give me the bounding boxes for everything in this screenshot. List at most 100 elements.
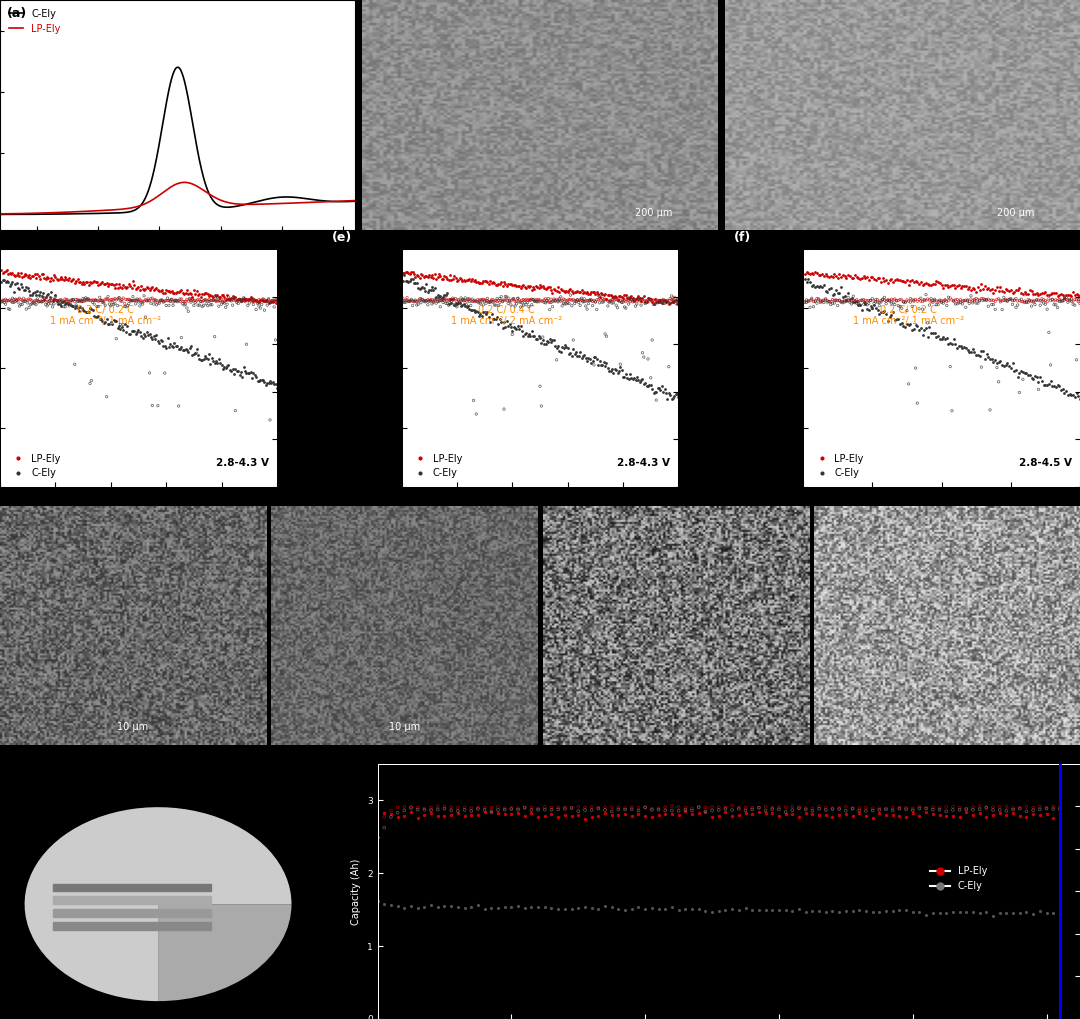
Point [99,291,117,308]
Point [77,289,94,306]
Point [860,302,877,318]
Point [139,327,157,343]
Point [968,283,985,300]
Point [584,284,602,301]
Point [580,286,597,303]
Point [50,296,67,312]
Point [472,275,489,291]
Text: 200 μm: 200 μm [997,208,1035,218]
Point [600,287,618,304]
Point [957,292,974,309]
Point [122,291,139,308]
Text: 2.8-4.3 V: 2.8-4.3 V [216,459,269,468]
Point [697,803,714,819]
Point [1031,799,1049,815]
Point [990,374,1008,390]
Point [415,280,432,297]
Point [525,328,542,344]
Point [104,291,121,308]
Point [824,800,841,816]
Point [822,297,839,313]
Point [616,369,633,385]
Point [162,284,179,301]
Point [376,896,393,912]
Point [114,276,132,292]
Point [389,799,406,815]
Point [873,293,890,310]
Point [636,808,653,824]
Point [801,292,819,309]
Point [173,282,190,299]
Point [907,291,924,308]
Point [563,808,580,824]
Point [900,276,917,292]
Point [999,281,1016,298]
Point [1017,904,1035,920]
Point [919,315,936,331]
Point [231,291,248,308]
Point [659,294,676,311]
Point [796,294,813,311]
Point [16,266,33,282]
Point [998,799,1015,815]
Point [1002,291,1020,308]
Point [496,291,513,308]
Point [1040,286,1057,303]
Point [119,279,136,296]
Point [900,292,917,309]
Point [931,291,948,308]
Point [100,296,118,312]
Point [980,348,997,365]
Point [552,292,569,309]
Point [0,293,12,310]
Point [545,331,563,347]
Point [427,265,444,281]
Point [984,802,1001,818]
Point [2,292,19,309]
Point [860,292,877,309]
Point [16,292,33,309]
Point [478,290,496,307]
Point [498,278,515,294]
Point [179,286,197,303]
Point [473,309,490,325]
Point [611,359,629,375]
Point [839,292,856,309]
Point [819,293,836,310]
Point [369,851,387,867]
X-axis label: Voltage (V vs. Li/Li⁺): Voltage (V vs. Li/Li⁺) [129,249,227,259]
Point [1044,905,1062,921]
Point [617,300,634,316]
Point [845,288,862,305]
Point [907,360,924,376]
Point [836,288,853,305]
Point [1042,292,1059,309]
Point [498,288,515,305]
Point [265,293,282,310]
Legend: LP-Ely, C-Ely: LP-Ely, C-Ely [406,449,465,482]
Point [808,290,825,307]
Point [517,297,535,313]
Point [528,330,545,346]
Point [502,806,519,822]
Point [624,289,642,306]
Point [395,799,413,815]
Point [990,283,1008,300]
Point [957,339,974,356]
Point [576,347,593,364]
Point [845,293,862,310]
Point [991,279,1009,296]
Point [841,293,859,310]
Point [167,338,185,355]
Point [30,293,48,310]
Point [805,277,822,293]
Point [516,326,534,342]
Point [65,291,82,308]
Point [538,292,555,309]
Point [4,294,22,311]
Point [529,808,546,824]
Point [899,303,916,319]
Point [1009,282,1026,299]
Point [60,297,78,313]
Point [265,292,282,309]
